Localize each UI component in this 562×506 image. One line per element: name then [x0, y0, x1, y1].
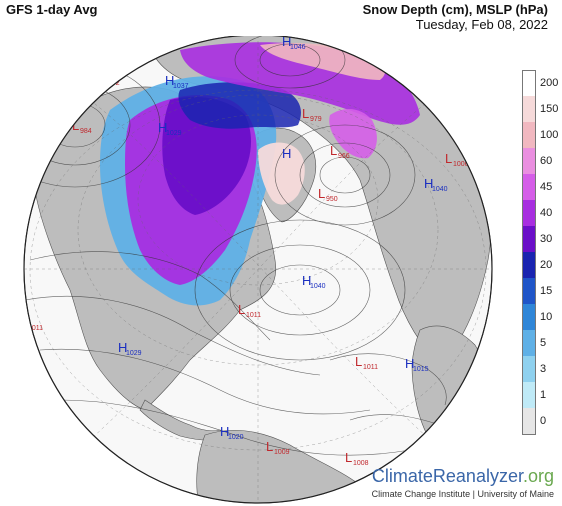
low-pressure-center: L 950 — [318, 186, 338, 203]
pressure-type-letter: H — [220, 424, 229, 439]
snow-depth-legend: 200 150 100 60 45 40 30 20 15 10 5 3 1 0 — [518, 70, 558, 440]
pressure-type-letter: H — [165, 73, 174, 88]
pressure-value: 1037 — [173, 83, 189, 90]
legend-tick-label: 45 — [540, 181, 553, 193]
legend-tick-label: 15 — [540, 285, 553, 297]
legend-swatch — [522, 278, 536, 304]
legend-swatch — [522, 174, 536, 200]
pressure-type-letter: L — [72, 118, 79, 133]
pressure-value: 966 — [338, 153, 350, 160]
pressure-type-letter: L — [318, 186, 325, 201]
pressure-value: 1040 — [310, 283, 326, 290]
pressure-type-letter: H — [282, 36, 291, 49]
pressure-type-letter: H — [405, 356, 414, 371]
pressure-type-letter: L — [266, 439, 273, 454]
pressure-value: 1020 — [228, 434, 244, 441]
pressure-value: 1008 — [353, 460, 369, 467]
low-pressure-center: L 1009 — [266, 439, 290, 456]
legend-swatch — [522, 252, 536, 278]
pressure-value: 1029 — [166, 130, 182, 137]
pressure-value: 1011 — [246, 312, 261, 319]
legend-swatch — [522, 122, 536, 148]
pressure-value: 1029 — [126, 350, 142, 357]
pressure-value: 1011 — [28, 325, 43, 332]
pressure-value: 1046 — [290, 44, 306, 51]
legend-tick-label: 5 — [540, 337, 547, 349]
legend-swatch — [522, 200, 536, 226]
pressure-type-letter: L — [330, 143, 337, 158]
brand-part-org: .org — [522, 466, 554, 486]
legend-tick-label: 20 — [540, 259, 553, 271]
low-pressure-center: L 1011 — [238, 302, 261, 319]
legend-tick-label: 1 — [540, 389, 547, 401]
legend-tick-label: 30 — [540, 233, 553, 245]
pressure-type-letter: L — [355, 354, 362, 369]
pressure-type-letter: H — [424, 176, 433, 191]
pressure-type-letter: L — [238, 302, 245, 317]
pressure-value: 1006 — [453, 161, 469, 168]
legend-swatch — [522, 148, 536, 174]
legend-tick-label: 3 — [540, 363, 547, 375]
legend-swatch — [522, 356, 536, 382]
pressure-value: 984 — [80, 128, 92, 135]
low-pressure-center: L 966 — [330, 143, 350, 160]
pressure-type-letter: L — [20, 315, 27, 330]
pressure-value: 1011 — [363, 364, 378, 371]
legend-tick-label: 60 — [540, 155, 553, 167]
brand-logo: ClimateReanalyzer.org — [372, 466, 554, 487]
variables-title: Snow Depth (cm), MSLP (hPa) — [362, 2, 548, 17]
low-pressure-center: L 1006 — [445, 151, 469, 168]
date-label: Tuesday, Feb 08, 2022 — [415, 17, 548, 32]
isobars — [24, 36, 447, 456]
pressure-value: 950 — [326, 196, 338, 203]
low-pressure-center: L 984 — [72, 118, 92, 135]
legend-swatch — [522, 330, 536, 356]
legend-tick-label: 0 — [540, 415, 547, 427]
snow-cover-greenland — [258, 142, 305, 205]
institution-label: Climate Change Institute | University of… — [371, 489, 554, 499]
graticule — [24, 36, 492, 503]
pressure-type-letter: L — [345, 450, 352, 465]
legend-swatch — [522, 96, 536, 122]
pressure-value: 1015 — [413, 366, 429, 373]
pressure-type-letter: H — [302, 273, 311, 288]
legend-swatch — [522, 408, 536, 435]
low-pressure-center: L 992 — [100, 70, 120, 87]
legend-swatch — [522, 226, 536, 252]
pressure-type-letter: L — [100, 70, 107, 85]
high-pressure-center: H — [282, 146, 291, 161]
legend-swatch — [522, 304, 536, 330]
legend-tick-label: 10 — [540, 311, 553, 323]
legend-swatch — [522, 70, 536, 97]
pressure-value: 1009 — [274, 449, 290, 456]
legend-tick-label: 150 — [540, 103, 559, 115]
model-title: GFS 1-day Avg — [6, 2, 98, 17]
pressure-type-letter: L — [302, 106, 309, 121]
low-pressure-center: L 979 — [302, 106, 322, 123]
pressure-type-letter: H — [118, 340, 127, 355]
legend-swatch — [522, 382, 536, 408]
brand-part-climate: Climate — [371, 466, 433, 486]
pressure-type-letter: H — [158, 120, 167, 135]
brand-part-reanalyzer: Reanalyzer — [432, 466, 523, 486]
low-pressure-center: L 1008 — [345, 450, 369, 467]
legend-tick-label: 40 — [540, 207, 553, 219]
pressure-type-letter: H — [282, 146, 291, 161]
snow-cover-arctic-blue — [178, 82, 301, 129]
pressure-value: 1040 — [432, 186, 448, 193]
low-pressure-center: L 1011 — [355, 354, 378, 371]
legend-tick-label: 100 — [540, 129, 559, 141]
pressure-value: 979 — [310, 116, 322, 123]
pressure-type-letter: L — [445, 151, 452, 166]
legend-tick-label: 200 — [540, 77, 559, 89]
